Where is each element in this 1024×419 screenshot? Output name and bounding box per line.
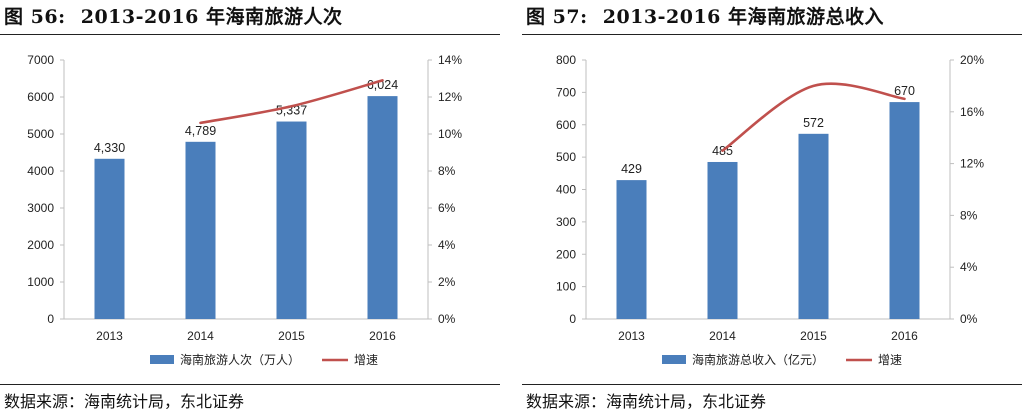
x-tick-label: 2013: [96, 329, 123, 343]
bar-value-label: 429: [621, 162, 642, 176]
y-left-tick-label: 4000: [27, 164, 54, 178]
y-right-tick-label: 8%: [960, 208, 978, 222]
y-left-tick-label: 200: [556, 247, 576, 261]
figure-number: 56:: [30, 6, 66, 28]
title-divider: [0, 34, 500, 35]
bar-2013: [94, 158, 125, 319]
y-left-tick-label: 7000: [27, 53, 54, 67]
source-label: 数据来源：: [4, 392, 85, 411]
y-right-tick-label: 8%: [438, 164, 456, 178]
bar-value-label: 572: [803, 116, 824, 130]
bar-2016: [367, 96, 398, 319]
y-right-tick-label: 2%: [438, 275, 456, 289]
y-right-tick-label: 0%: [960, 312, 978, 326]
source-divider: [522, 384, 1022, 385]
y-left-tick-label: 500: [556, 150, 576, 164]
y-right-tick-label: 12%: [960, 157, 984, 171]
y-left-tick-label: 400: [556, 183, 576, 197]
figure-label: 图: [4, 6, 24, 28]
source-text: 海南统计局，东北证券: [84, 392, 245, 411]
x-tick-label: 2015: [278, 329, 305, 343]
figure-56-panel: 图 56: 2013-2016 年海南旅游人次 0 1000 2000 3000 400…: [0, 0, 500, 419]
legend-label-bar: 海南旅游总收入（亿元）: [692, 352, 824, 367]
y-left-tick-label: 2000: [27, 238, 54, 252]
tourist-arrivals-chart: 0 1000 2000 3000 4000 5000 6000 7000 0% 2% 4% 6% 8% 1…: [27, 53, 462, 367]
figure-title-text: 2013-2016 年海南旅游总收入: [602, 6, 884, 28]
y-left-tick-label: 0: [569, 312, 576, 326]
y-right-tick-label: 6%: [438, 201, 456, 215]
data-source: 数据来源：海南统计局，东北证券: [4, 388, 244, 412]
y-right-tick-label: 20%: [960, 53, 984, 67]
y-left-tick-label: 1000: [27, 275, 54, 289]
y-left-tick-label: 700: [556, 85, 576, 99]
x-tick-label: 2016: [369, 329, 396, 343]
figure-number: 57:: [552, 6, 588, 28]
bar-2013: [616, 180, 647, 319]
y-right-tick-label: 4%: [438, 238, 456, 252]
bar-2015: [276, 121, 307, 319]
y-left-tick-label: 0: [47, 312, 54, 326]
y-left-tick-label: 100: [556, 280, 576, 294]
title-divider: [522, 34, 1022, 35]
y-left-tick-label: 6000: [27, 90, 54, 104]
legend-label-line: 增速: [878, 353, 902, 367]
y-left-tick-label: 600: [556, 118, 576, 132]
y-left-tick-label: 5000: [27, 127, 54, 141]
x-tick-label: 2015: [800, 329, 827, 343]
y-right-tick-label: 14%: [438, 53, 462, 67]
growth-rate-line: [199, 79, 384, 125]
bar-2016: [889, 102, 920, 320]
x-tick-label: 2016: [891, 329, 918, 343]
x-tick-label: 2013: [618, 329, 645, 343]
data-source: 数据来源：海南统计局，东北证券: [526, 388, 766, 412]
y-right-tick-label: 12%: [438, 90, 462, 104]
y-right-tick-label: 16%: [960, 105, 984, 119]
source-label: 数据来源：: [526, 392, 607, 411]
x-tick-label: 2014: [187, 329, 214, 343]
legend-swatch-bar: [662, 355, 686, 364]
y-right-tick-label: 10%: [438, 127, 462, 141]
legend-label-line: 增速: [354, 353, 378, 367]
x-tick-label: 2014: [709, 329, 736, 343]
bar-2014: [185, 141, 216, 319]
figure-title: 图 56: 2013-2016 年海南旅游人次: [4, 2, 343, 29]
bar-value-label: 670: [894, 84, 915, 98]
bar-2014: [707, 161, 738, 319]
bar-2015: [798, 133, 829, 319]
figure-label: 图: [526, 6, 546, 28]
figure-57-panel: 图 57: 2013-2016 年海南旅游总收入 0 100 200 300 400 50…: [522, 0, 1022, 419]
legend-label-bar: 海南旅游人次（万人）: [180, 352, 300, 367]
y-left-tick-label: 3000: [27, 201, 54, 215]
bar-value-label: 4,330: [94, 141, 125, 155]
figure-title: 图 57: 2013-2016 年海南旅游总收入: [526, 2, 884, 29]
legend-swatch-bar: [150, 355, 174, 364]
y-left-tick-label: 800: [556, 53, 576, 67]
y-right-tick-label: 4%: [960, 260, 978, 274]
tourism-revenue-chart: 0 100 200 300 400 500 600 700 800 0% 4% 8% 12% 16% 20%…: [556, 53, 984, 367]
bar-value-label: 4,789: [185, 124, 216, 138]
growth-rate-line: [721, 82, 906, 152]
source-text: 海南统计局，东北证券: [606, 392, 767, 411]
y-left-tick-label: 300: [556, 215, 576, 229]
figure-title-text: 2013-2016 年海南旅游人次: [80, 6, 343, 28]
source-divider: [0, 384, 500, 385]
y-right-tick-label: 0%: [438, 312, 456, 326]
